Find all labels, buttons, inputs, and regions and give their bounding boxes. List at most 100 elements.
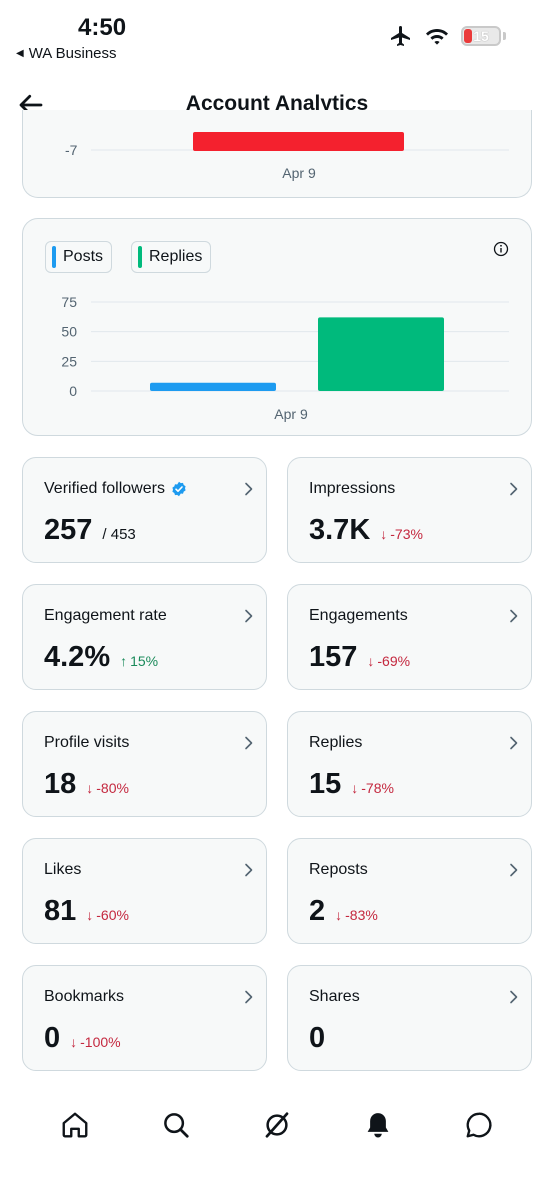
metric-value: 157	[309, 641, 358, 673]
metric-value-row: 15 ↓ -78%	[309, 768, 394, 801]
status-bar: 4:50 ◀ WA Business 15	[0, 0, 554, 70]
arrow-down-icon: ↓	[380, 526, 388, 542]
page-title: Account Analytics	[185, 92, 369, 115]
metric-label-text: Reposts	[309, 861, 368, 878]
bar-posts	[150, 382, 276, 391]
back-to-app-link[interactable]: ◀ WA Business	[16, 45, 117, 62]
metric-tile-likes[interactable]: Likes 81 ↓ -60%	[22, 838, 267, 944]
search-icon	[163, 1113, 189, 1138]
back-triangle-icon: ◀	[16, 48, 24, 59]
info-icon[interactable]	[493, 241, 509, 257]
top-chart-card: -7 Apr 9	[22, 110, 532, 198]
bottom-nav	[0, 1098, 554, 1152]
metric-label: Engagements	[309, 607, 408, 625]
metric-label: Verified followers	[44, 480, 187, 498]
nav-notifications[interactable]	[360, 1107, 396, 1143]
legend-replies-label: Replies	[149, 248, 203, 265]
metric-label: Profile visits	[44, 734, 129, 752]
legend-posts[interactable]: Posts	[45, 241, 113, 273]
status-icons: 15	[389, 24, 506, 48]
metric-tile-reposts[interactable]: Reposts 2 ↓ -83%	[287, 838, 532, 944]
metric-value-row: 0	[309, 1022, 325, 1055]
metric-label-text: Verified followers	[44, 480, 165, 497]
metric-value: 257	[44, 514, 93, 546]
metric-value-row: 2 ↓ -83%	[309, 895, 378, 928]
metric-delta-text: 15%	[130, 653, 159, 669]
metric-value: 15	[309, 768, 342, 800]
metric-label: Shares	[309, 988, 360, 1006]
metric-delta-text: -69%	[377, 653, 411, 669]
metric-tile-engagements[interactable]: Engagements 157 ↓ -69%	[287, 584, 532, 690]
y-tick-label: 75	[61, 294, 77, 310]
metric-label: Impressions	[309, 480, 395, 498]
metric-delta-text: -78%	[361, 780, 394, 796]
x-tick-label: Apr 9	[274, 406, 308, 422]
metric-tile-profile-visits[interactable]: Profile visits 18 ↓ -80%	[22, 711, 267, 817]
nav-messages[interactable]	[461, 1107, 497, 1143]
metric-label: Likes	[44, 861, 81, 879]
chevron-right-icon	[245, 990, 253, 1004]
metric-label-text: Engagements	[309, 607, 408, 624]
metric-delta: ↓ -78%	[351, 780, 394, 796]
metric-delta-text: -73%	[390, 526, 423, 542]
metric-value-row: 157 ↓ -69%	[309, 641, 410, 674]
legend-posts-swatch	[52, 246, 56, 268]
arrow-down-icon: ↓	[70, 1034, 78, 1050]
arrow-down-icon: ↓	[367, 653, 375, 669]
metric-label-text: Engagement rate	[44, 607, 167, 624]
top-chart-bar	[193, 132, 404, 151]
metric-tile-verified-followers[interactable]: Verified followers 257 / 453	[22, 457, 267, 563]
notifications-icon	[367, 1113, 389, 1138]
verified-badge-icon	[172, 481, 186, 497]
nav-search[interactable]	[158, 1107, 194, 1143]
metric-delta-text: -60%	[96, 907, 129, 923]
metric-delta: ↓ -80%	[86, 780, 129, 796]
home-icon	[62, 1112, 88, 1138]
metric-value: 81	[44, 895, 77, 927]
metric-value-row: 257 / 453	[44, 514, 136, 547]
metric-tile-impressions[interactable]: Impressions 3.7K ↓ -73%	[287, 457, 532, 563]
metric-delta-text: -83%	[345, 907, 378, 923]
metric-total: / 453	[102, 526, 136, 543]
nav-home[interactable]	[57, 1107, 93, 1143]
posts-replies-chart-card: Posts Replies 75 50 25 0 Apr 9	[22, 218, 532, 436]
metric-value: 0	[44, 1022, 61, 1054]
metric-label: Bookmarks	[44, 988, 124, 1006]
metric-value-row: 0 ↓ -100%	[44, 1022, 121, 1055]
status-time: 4:50	[78, 14, 127, 41]
top-chart-x-label: Apr 9	[282, 165, 316, 181]
metric-label-text: Shares	[309, 988, 360, 1005]
legend-replies[interactable]: Replies	[131, 241, 212, 273]
grok-icon	[265, 1112, 289, 1138]
messages-icon	[466, 1112, 492, 1138]
metric-delta: ↑ 15%	[120, 653, 158, 669]
chevron-right-icon	[245, 736, 253, 750]
chevron-right-icon	[510, 990, 518, 1004]
metric-label-text: Impressions	[309, 480, 396, 497]
metric-value: 2	[309, 895, 326, 927]
metric-tile-engagement-rate[interactable]: Engagement rate 4.2% ↑ 15%	[22, 584, 267, 690]
battery-level: 15	[473, 28, 489, 44]
posts-replies-chart-svg: 75 50 25 0 Apr 9	[61, 294, 509, 422]
y-tick-label: 0	[69, 383, 77, 399]
metric-delta: ↓ -69%	[367, 653, 410, 669]
arrow-down-icon: ↓	[86, 907, 94, 923]
metric-label-text: Profile visits	[44, 734, 130, 751]
metric-value: 0	[309, 1022, 326, 1054]
legend-replies-swatch	[138, 246, 142, 268]
metric-value-row: 81 ↓ -60%	[44, 895, 129, 928]
metric-delta: ↓ -60%	[86, 907, 129, 923]
battery-indicator: 15	[461, 26, 501, 46]
metric-value: 4.2%	[44, 641, 111, 673]
metric-tile-shares[interactable]: Shares 0	[287, 965, 532, 1071]
metric-tile-bookmarks[interactable]: Bookmarks 0 ↓ -100%	[22, 965, 267, 1071]
metric-delta: ↓ -100%	[70, 1034, 120, 1050]
nav-grok[interactable]	[259, 1107, 295, 1143]
metric-label: Reposts	[309, 861, 368, 879]
chevron-right-icon	[245, 863, 253, 877]
metric-delta: ↓ -73%	[380, 526, 423, 542]
metric-value-row: 4.2% ↑ 15%	[44, 641, 158, 674]
metric-tile-replies[interactable]: Replies 15 ↓ -78%	[287, 711, 532, 817]
arrow-down-icon: ↓	[86, 780, 94, 796]
wifi-icon	[426, 29, 448, 45]
